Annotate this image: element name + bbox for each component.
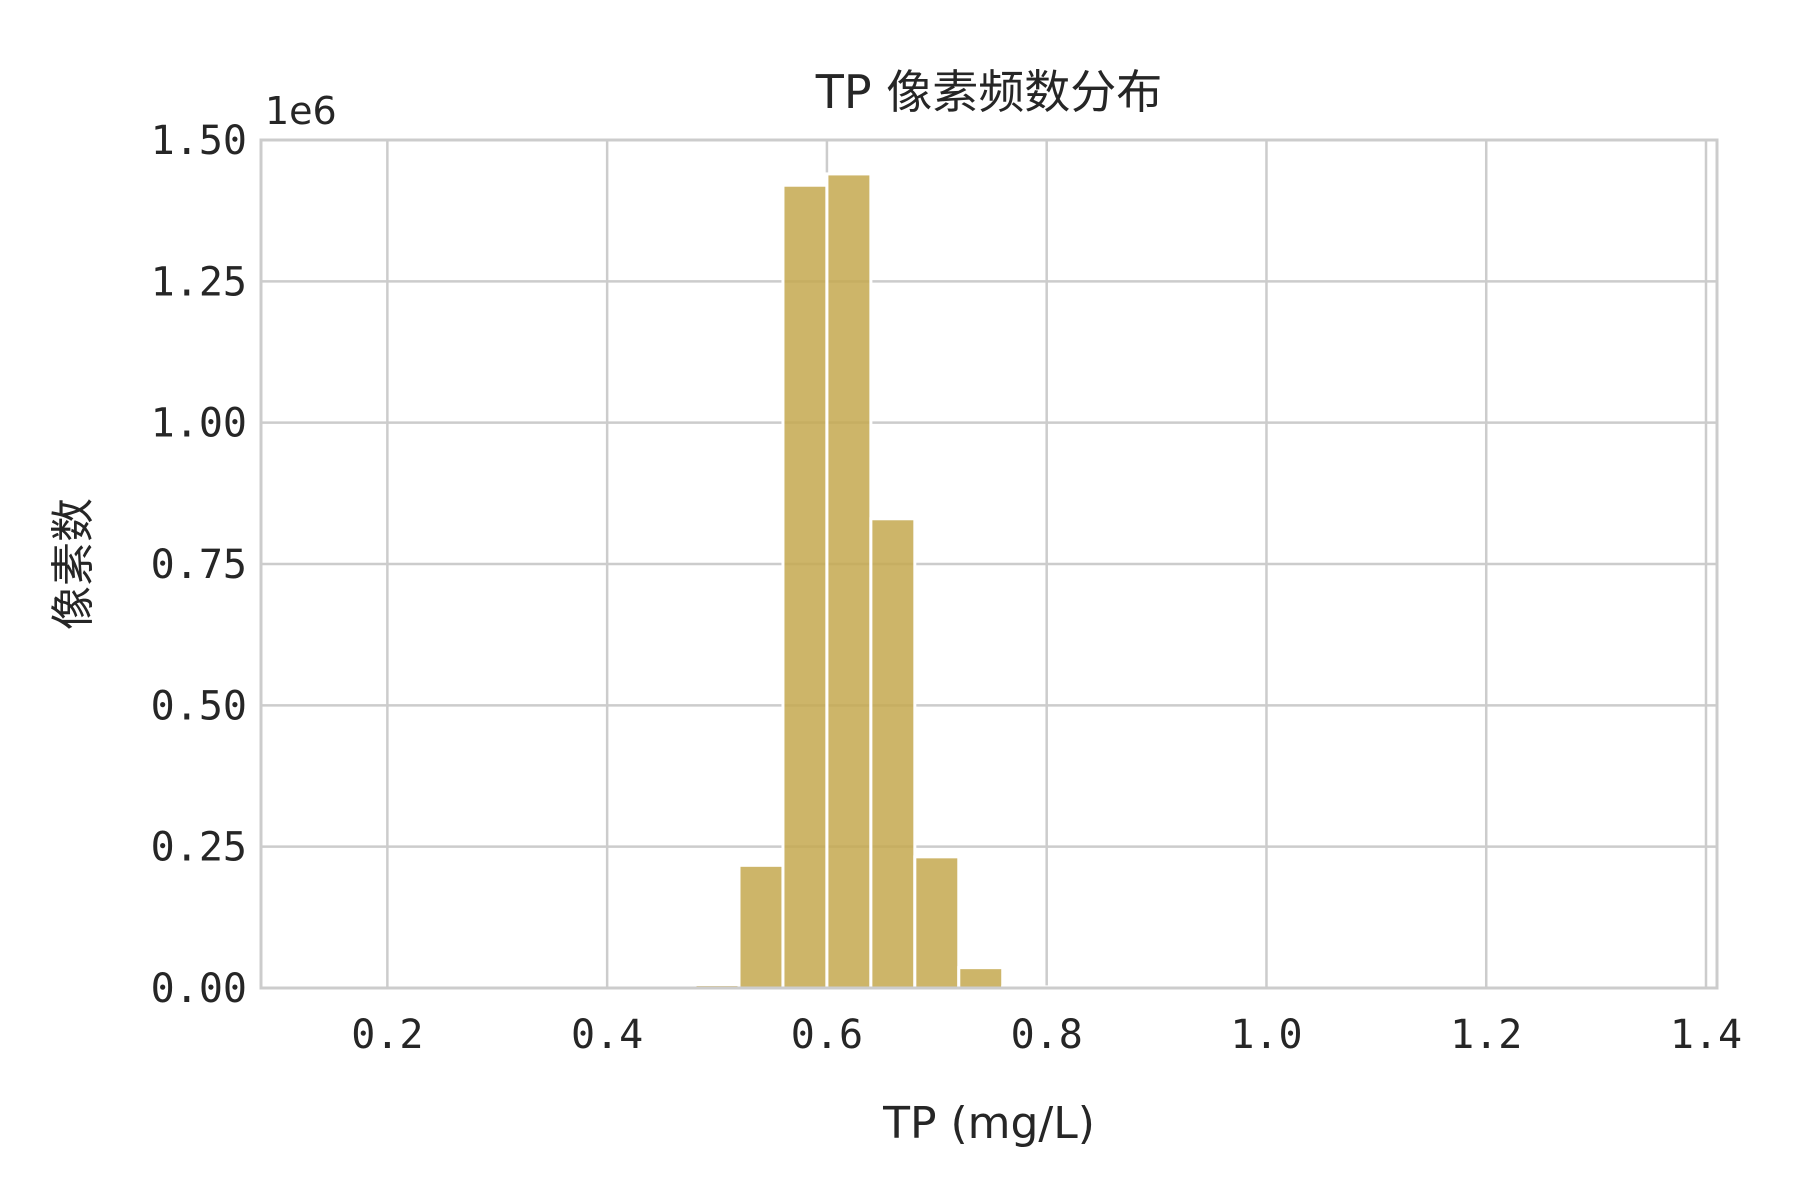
y-tick-label: 1.00 xyxy=(151,401,247,447)
histogram-bar xyxy=(957,966,1005,990)
histogram-bar xyxy=(825,172,873,990)
grid-layer xyxy=(261,138,1717,990)
bars-layer xyxy=(649,172,1049,990)
histogram-bar xyxy=(781,183,829,990)
x-tick-label: 0.2 xyxy=(351,1012,423,1058)
y-tick-label: 0.00 xyxy=(151,966,247,1012)
y-offset-label: 1e6 xyxy=(265,89,337,133)
x-tick-labels: 0.2 0.4 0.6 0.8 1.0 1.2 1.4 xyxy=(351,1012,1742,1058)
y-tick-label: 1.50 xyxy=(151,118,247,164)
histogram-bar xyxy=(869,517,917,990)
chart-title: TP 像素频数分布 xyxy=(815,65,1162,119)
x-tick-label: 0.6 xyxy=(791,1012,863,1058)
x-tick-label: 1.2 xyxy=(1450,1012,1522,1058)
x-axis-label: TP (mg/L) xyxy=(882,1098,1095,1149)
y-tick-label: 1.25 xyxy=(151,259,247,305)
x-tick-label: 0.4 xyxy=(571,1012,643,1058)
y-tick-label: 0.50 xyxy=(151,683,247,729)
y-axis-label: 像素数 xyxy=(48,498,99,630)
y-tick-labels: 0.00 0.25 0.50 0.75 1.00 1.25 1.50 xyxy=(151,118,247,1012)
plot-frame xyxy=(259,138,1719,990)
y-tick-label: 0.25 xyxy=(151,825,247,871)
histogram-bar xyxy=(737,863,785,990)
x-tick-label: 0.8 xyxy=(1011,1012,1083,1058)
x-tick-label: 1.4 xyxy=(1670,1012,1742,1058)
x-tick-label: 1.0 xyxy=(1230,1012,1302,1058)
histogram-bar xyxy=(913,855,961,990)
y-tick-label: 0.75 xyxy=(151,542,247,588)
